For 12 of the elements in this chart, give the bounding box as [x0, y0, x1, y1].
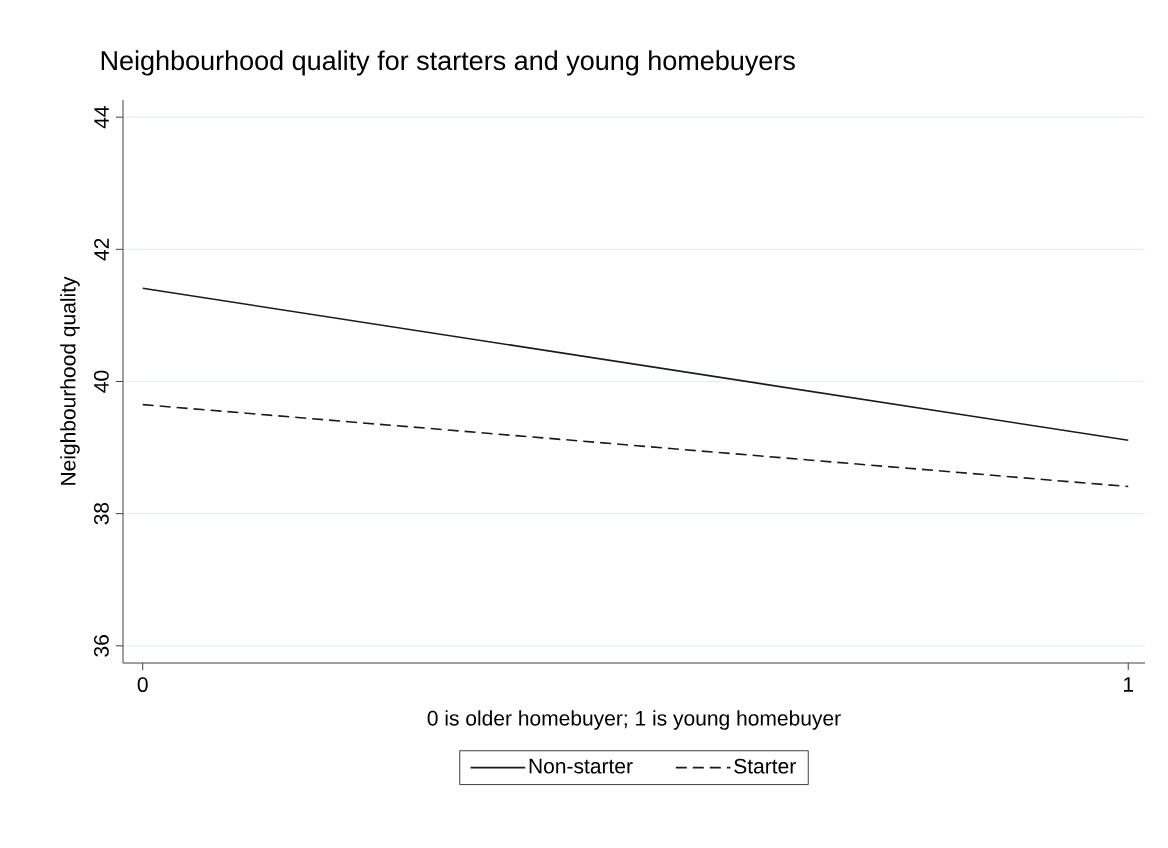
- y-tick-label: 42: [94, 238, 109, 261]
- x-tick-label: 0: [137, 677, 148, 693]
- y-tick-label: 44: [94, 106, 109, 129]
- x-tick-label: 1: [1124, 677, 1134, 692]
- x-axis-title: 0 is older homebuyer; 1 is young homebuyer: [427, 710, 841, 730]
- chart-title: Neighbourhood quality for starters and young homebuyers: [101, 50, 795, 76]
- y-tick-label: 38: [93, 502, 109, 525]
- y-axis-title: Neighbourhood quality: [60, 276, 80, 485]
- legend-label: Starter: [734, 758, 796, 774]
- y-tick-label: 36: [93, 635, 109, 657]
- legend-label: Non-starter: [529, 758, 633, 774]
- y-tick-label: 40: [93, 370, 109, 393]
